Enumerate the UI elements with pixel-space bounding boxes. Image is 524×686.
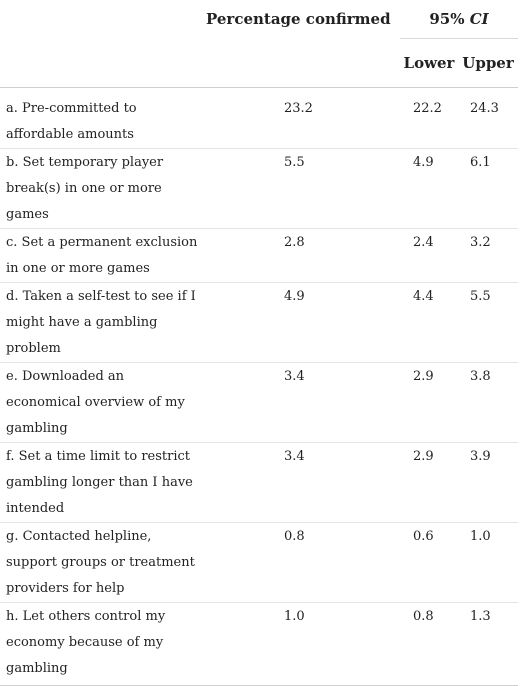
- row-percentage: 23.2: [284, 101, 313, 116]
- row-item: e. Downloaded an economical overview of …: [0, 362, 204, 443]
- row-lower: 2.9: [400, 362, 458, 443]
- table-row: g. Contacted helpline, support groups or…: [0, 522, 519, 603]
- table-row: a. Pre-committed to affordable amounts 2…: [0, 88, 518, 149]
- row-lower: 22.2: [413, 101, 442, 116]
- header-ci: 95% CI: [400, 0, 519, 39]
- table-row: f. Set a time limit to restrict gambling…: [0, 442, 519, 523]
- row-percentage: 3.4: [204, 442, 400, 523]
- row-upper: 3.2: [458, 228, 519, 283]
- row-upper: 1.3: [458, 602, 519, 686]
- row-percentage: 1.0: [204, 602, 400, 686]
- row-upper: 3.9: [458, 442, 519, 523]
- row-percentage: 2.8: [204, 228, 400, 283]
- row-upper: 1.0: [458, 522, 519, 603]
- row-item: b. Set temporary player break(s) in one …: [0, 148, 204, 229]
- table-row: c. Set a permanent exclusion in one or m…: [0, 228, 519, 283]
- row-upper: 3.8: [458, 362, 519, 443]
- header-percentage-confirmed: Percentage confirmed: [206, 10, 391, 29]
- row-lower: 2.4: [400, 228, 458, 283]
- row-item: a. Pre-committed to affordable amounts: [6, 101, 137, 142]
- header-pct-blank: [204, 38, 400, 88]
- row-item: f. Set a time limit to restrict gambling…: [0, 442, 204, 523]
- table-row: h. Let others control my economy because…: [0, 602, 519, 686]
- table-row: b. Set temporary player break(s) in one …: [0, 148, 519, 229]
- row-lower: 4.4: [400, 282, 458, 363]
- row-item: d. Taken a self-test to see if I might h…: [0, 282, 204, 363]
- row-percentage: 0.8: [204, 522, 400, 603]
- header-ci-prefix: 95%: [429, 10, 470, 28]
- table-body: a. Pre-committed to affordable amounts 2…: [0, 88, 519, 686]
- row-upper: 24.3: [470, 101, 499, 116]
- row-lower: 4.9: [400, 148, 458, 229]
- header-upper: Upper: [458, 38, 519, 88]
- header-item-blank-2: [0, 38, 204, 88]
- header-item-blank: [0, 0, 204, 39]
- row-item: c. Set a permanent exclusion in one or m…: [0, 228, 204, 283]
- table-header: Percentage confirmed 95% CI Lower Upper: [0, 0, 519, 88]
- row-lower: 0.6: [400, 522, 458, 603]
- table-row: d. Taken a self-test to see if I might h…: [0, 282, 519, 363]
- row-item: g. Contacted helpline, support groups or…: [0, 522, 204, 603]
- row-lower: 0.8: [400, 602, 458, 686]
- row-item: h. Let others control my economy because…: [0, 602, 204, 686]
- row-upper: 6.1: [458, 148, 519, 229]
- table-row: e. Downloaded an economical overview of …: [0, 362, 519, 443]
- row-percentage: 5.5: [204, 148, 400, 229]
- header-lower: Lower: [400, 38, 458, 88]
- row-lower: 2.9: [400, 442, 458, 523]
- row-upper: 5.5: [458, 282, 519, 363]
- header-ci-label: CI: [469, 10, 489, 28]
- row-percentage: 4.9: [204, 282, 400, 363]
- row-percentage: 3.4: [204, 362, 400, 443]
